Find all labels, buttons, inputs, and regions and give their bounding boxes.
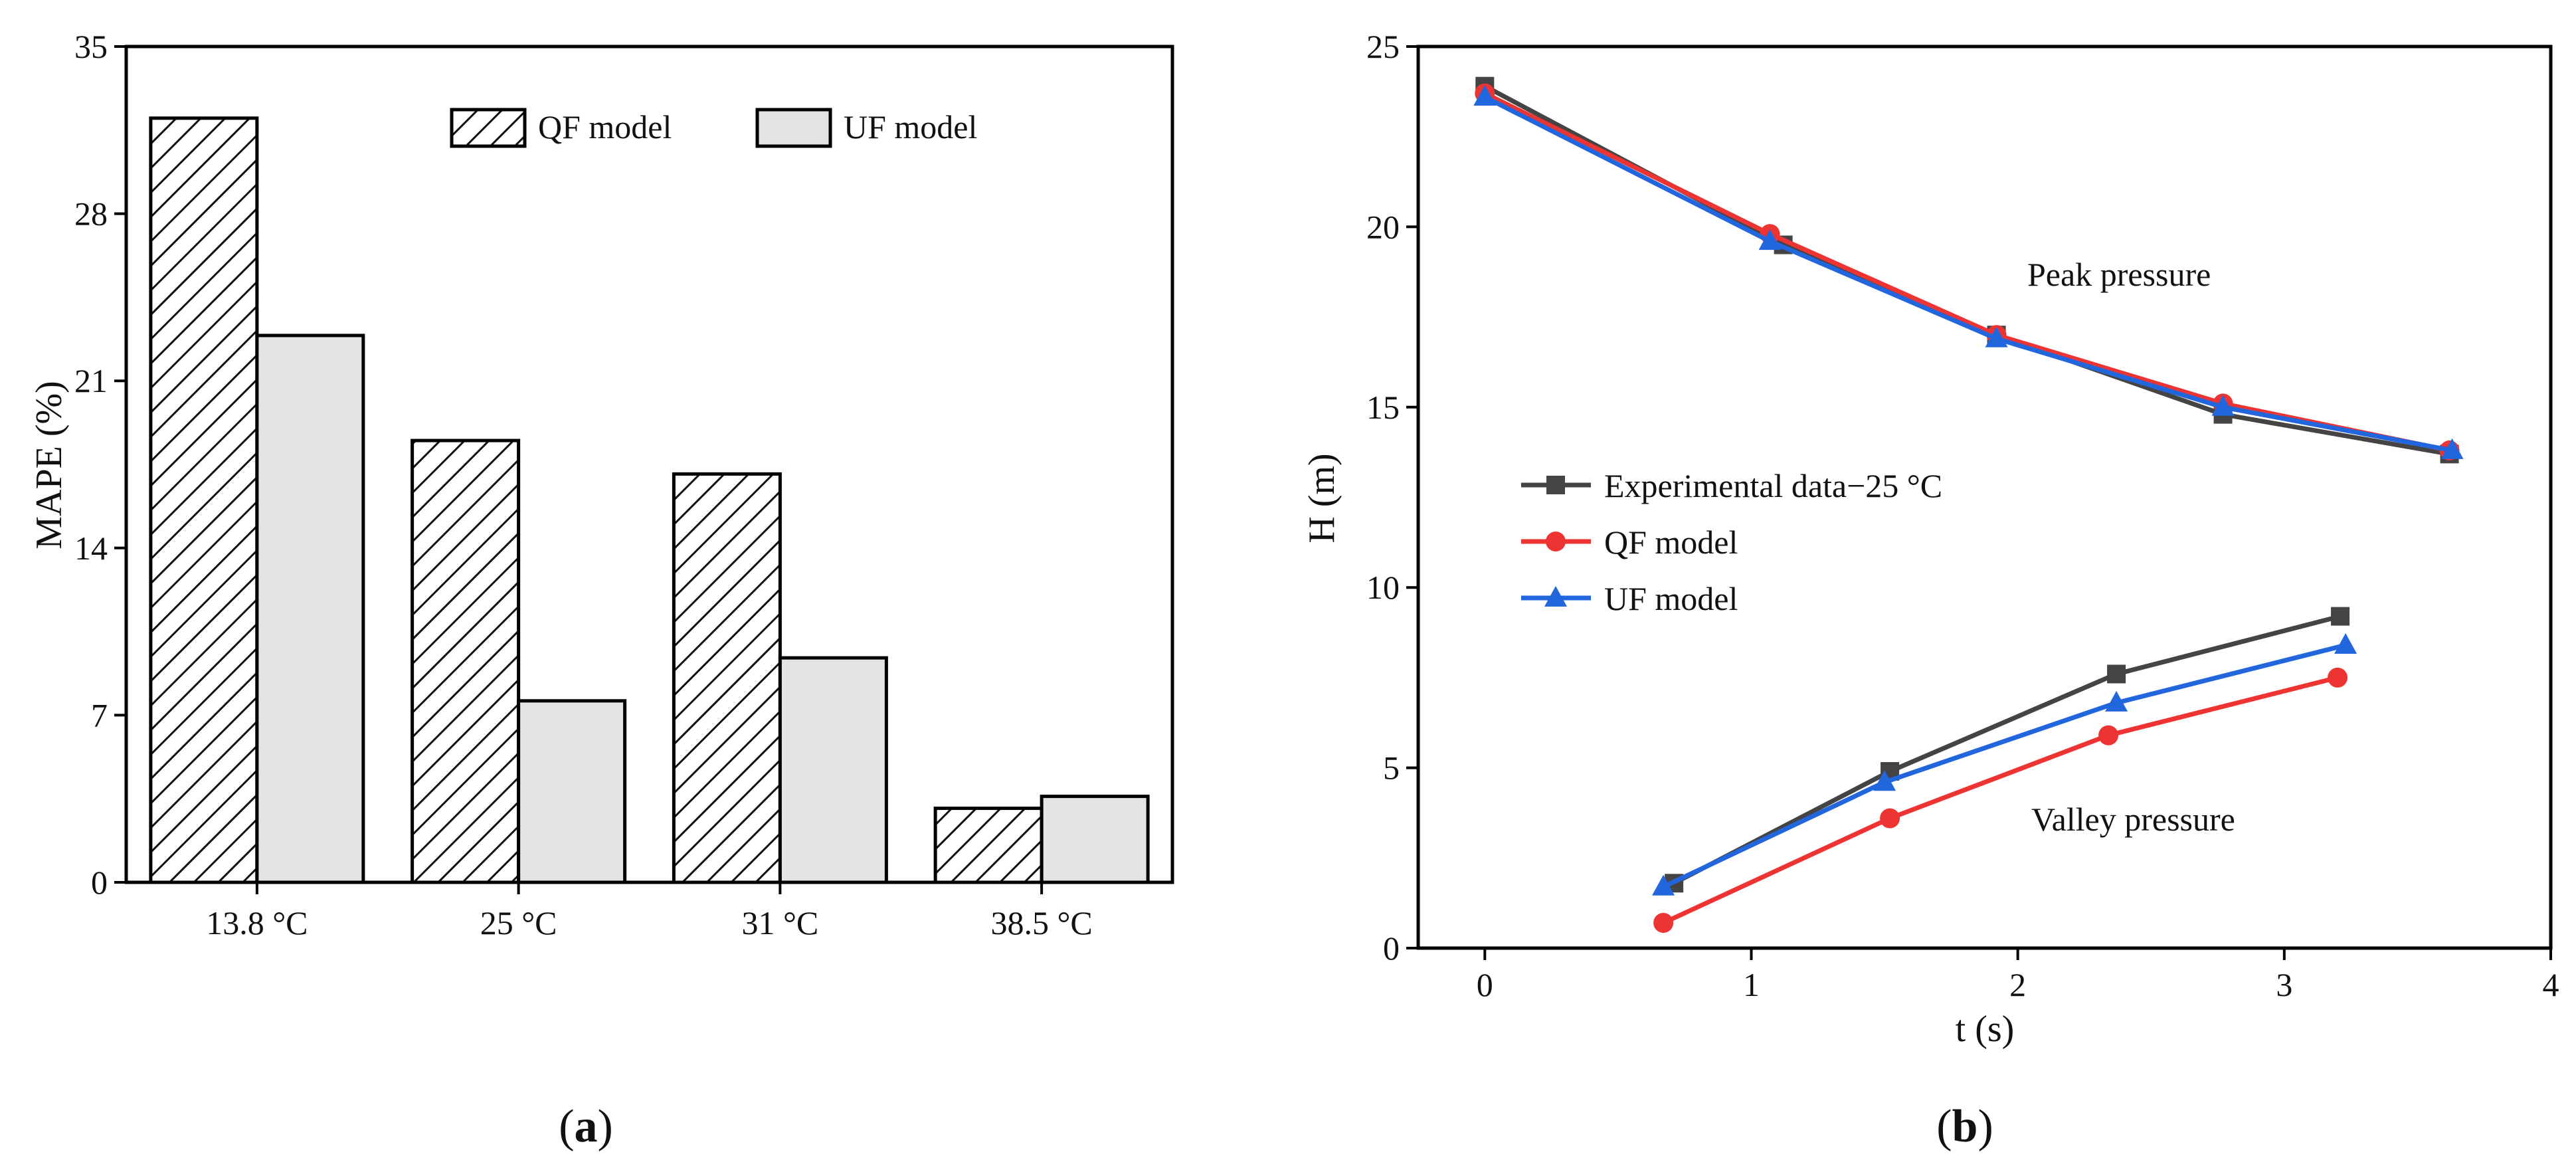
legend-label-uf: UF model <box>844 108 977 146</box>
plot-frame-b <box>1416 45 2553 950</box>
pressure-line-chart: 0 5 10 15 20 25 0 1 2 3 4 t (s) H (m) Peak pressu… <box>1301 28 2559 1152</box>
y-axis-ticks: 0 7 14 21 28 35 <box>74 28 126 901</box>
bar-qf-model-25-c <box>411 439 521 884</box>
x-axis-ticks-b: 0 1 2 3 4 <box>1477 948 2559 1003</box>
bar-uf-model-25-c <box>517 699 627 884</box>
x-tick-label: 1 <box>1743 966 1760 1003</box>
y-axis-ticks-b: 0 5 10 15 20 25 <box>1366 28 1418 967</box>
bar-uf-model-13-8-c <box>255 334 365 884</box>
bar-qf-model-31-c <box>672 472 782 884</box>
point-uf-model <box>1985 326 2008 347</box>
x-tick-label: 13.8 °C <box>206 904 308 941</box>
series-qf-model <box>1475 83 2460 933</box>
line-experimental-data-25-c-peak <box>1483 84 2450 456</box>
annotation-peak-pressure: Peak pressure <box>2027 256 2211 293</box>
point-qf-model <box>2328 667 2348 688</box>
point-uf-model <box>1758 229 1782 250</box>
line-uf-model-valley <box>1662 642 2346 889</box>
point-qf-model <box>1880 808 1900 829</box>
x-tick-label: 38.5 °C <box>990 904 1092 941</box>
legend-label-uf-model: UF model <box>1604 580 1738 617</box>
y-tick-label: 10 <box>1366 569 1400 606</box>
point-qf-model <box>2098 725 2119 745</box>
panel-label-b: (b) <box>1936 1101 1993 1152</box>
bars-group <box>149 116 1150 884</box>
plot-frame-a <box>124 45 1174 884</box>
mape-bar-chart: 0 7 14 21 28 35 13.8 °C 25 °C 31 °C 38.5 °C MAPE… <box>29 28 1174 1152</box>
point-experimental-data-25-c <box>2331 607 2350 626</box>
y-tick-label: 14 <box>74 530 108 567</box>
legend-marker-experimental-data-25-c <box>1546 476 1565 494</box>
x-axis-title-b: t (s) <box>1956 1009 2015 1050</box>
line-uf-model-peak <box>1483 94 2453 453</box>
point-uf-model <box>2334 633 2357 654</box>
bar-uf-model-31-c <box>778 656 888 884</box>
legend-label-qf: QF model <box>538 108 672 146</box>
point-qf-model <box>1653 913 1674 933</box>
line-qf-model-peak <box>1483 91 2450 453</box>
point-uf-model <box>2211 395 2235 416</box>
series-uf-model <box>1473 84 2464 896</box>
x-axis-ticks: 13.8 °C 25 °C 31 °C 38.5 °C <box>206 882 1093 941</box>
bar-uf-model-38-5-c <box>1040 795 1150 884</box>
line-experimental-data-25-c-valley <box>1673 614 2341 886</box>
point-experimental-data-25-c <box>2107 664 2126 684</box>
panel-label-a: (a) <box>559 1101 613 1152</box>
annotation-valley-pressure: Valley pressure <box>2031 801 2235 838</box>
y-tick-label: 15 <box>1366 389 1400 426</box>
legend-b: Experimental data−25 °C QF model UF model <box>1521 467 1942 617</box>
y-tick-label: 7 <box>91 696 108 734</box>
x-tick-label: 25 °C <box>480 904 557 941</box>
legend-marker-qf-model <box>1546 532 1566 551</box>
y-tick-label: 5 <box>1383 749 1400 787</box>
point-uf-model <box>1473 84 1497 106</box>
y-tick-label: 21 <box>74 362 108 399</box>
x-tick-label: 2 <box>2009 966 2026 1003</box>
y-tick-label: 35 <box>74 28 108 65</box>
x-tick-label: 31 °C <box>741 904 818 941</box>
bar-qf-model-13-8-c <box>149 116 259 884</box>
line-qf-model-valley <box>1662 675 2338 926</box>
y-tick-label: 0 <box>1383 930 1400 967</box>
x-tick-label: 4 <box>2543 966 2559 1003</box>
legend-label-qf-model: QF model <box>1604 524 1738 561</box>
y-axis-title: MAPE (%) <box>29 381 70 549</box>
point-uf-model <box>2105 690 2128 712</box>
series-group <box>1473 76 2464 933</box>
legend-label-experimental-data-25-c: Experimental data−25 °C <box>1604 467 1942 504</box>
x-tick-label: 0 <box>1477 966 1493 1003</box>
point-uf-model <box>1652 874 1675 896</box>
y-tick-label: 25 <box>1366 28 1400 65</box>
bar-qf-model-38-5-c <box>933 807 1044 884</box>
legend: QF model UF model <box>450 108 977 148</box>
legend-marker-uf-model <box>1544 586 1567 607</box>
y-tick-label: 0 <box>91 864 108 901</box>
y-tick-label: 20 <box>1366 208 1400 245</box>
y-axis-title-b: H (m) <box>1301 453 1342 543</box>
legend-swatch-uf <box>755 108 832 148</box>
point-uf-model <box>2440 438 2464 459</box>
y-tick-label: 28 <box>74 195 108 233</box>
x-tick-label: 3 <box>2276 966 2292 1003</box>
legend-swatch-qf <box>450 108 527 148</box>
point-uf-model <box>1873 770 1896 791</box>
